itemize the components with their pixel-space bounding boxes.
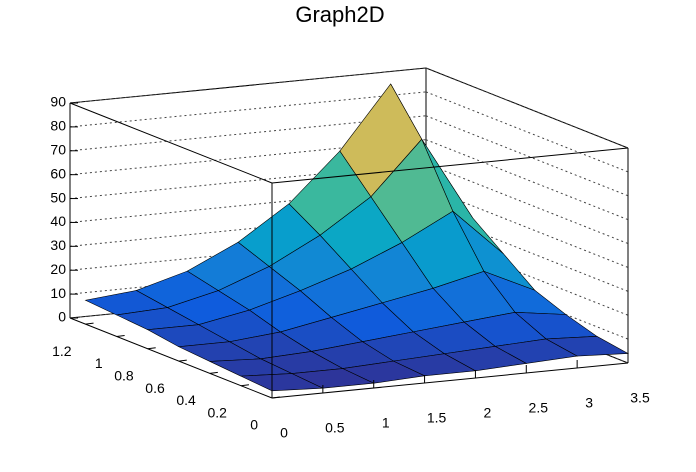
x-axis <box>271 362 629 399</box>
x-tick-label: 2 <box>484 405 492 421</box>
box-edge <box>69 67 427 104</box>
z-tick-label: 90 <box>50 94 66 110</box>
z-tick-label: 40 <box>50 213 66 229</box>
grid-line <box>425 91 629 173</box>
y-tick-label: 0.2 <box>207 404 227 420</box>
y-tick-label: 1 <box>95 355 103 371</box>
box-edge <box>69 102 273 184</box>
y-tick-label: 0.8 <box>114 367 134 383</box>
y-tick <box>240 384 249 387</box>
x-tick-label: 3.5 <box>630 390 650 406</box>
x-tick-label: 0 <box>280 425 288 441</box>
z-tick-label: 20 <box>50 261 66 277</box>
y-tick <box>271 396 281 399</box>
x-tick-label: 1 <box>382 415 390 431</box>
z-tick-label: 30 <box>50 237 66 253</box>
z-tick-label: 80 <box>50 118 66 134</box>
y-tick <box>116 334 125 337</box>
y-tick-label: 0.6 <box>145 380 165 396</box>
y-tick-label: 0.4 <box>176 392 196 408</box>
grid-line <box>425 115 629 197</box>
chart-title: Graph2D <box>295 2 384 27</box>
z-tick-label: 0 <box>58 309 66 325</box>
y-tick <box>85 322 94 325</box>
box-edge <box>425 67 629 149</box>
y-tick-label: 1.2 <box>52 343 72 359</box>
x-tick-label: 0.5 <box>325 420 345 436</box>
y-tick <box>147 347 156 350</box>
x-tick-label: 3 <box>585 395 593 411</box>
y-tick-label: 0 <box>250 417 258 433</box>
surface-cell <box>240 373 323 392</box>
x-tick-label: 1.5 <box>427 410 447 426</box>
y-tick <box>178 359 187 362</box>
box-edge <box>271 147 629 184</box>
z-tick-label: 10 <box>50 285 66 301</box>
grid-line <box>425 139 629 221</box>
x-tick-label: 2.5 <box>529 400 549 416</box>
z-tick-label: 70 <box>50 141 66 157</box>
y-tick <box>209 371 218 374</box>
z-tick-label: 50 <box>50 189 66 205</box>
grid-line <box>425 163 629 245</box>
grid-line <box>425 67 629 149</box>
y-axis <box>69 317 273 399</box>
z-tick-label: 60 <box>50 165 66 181</box>
